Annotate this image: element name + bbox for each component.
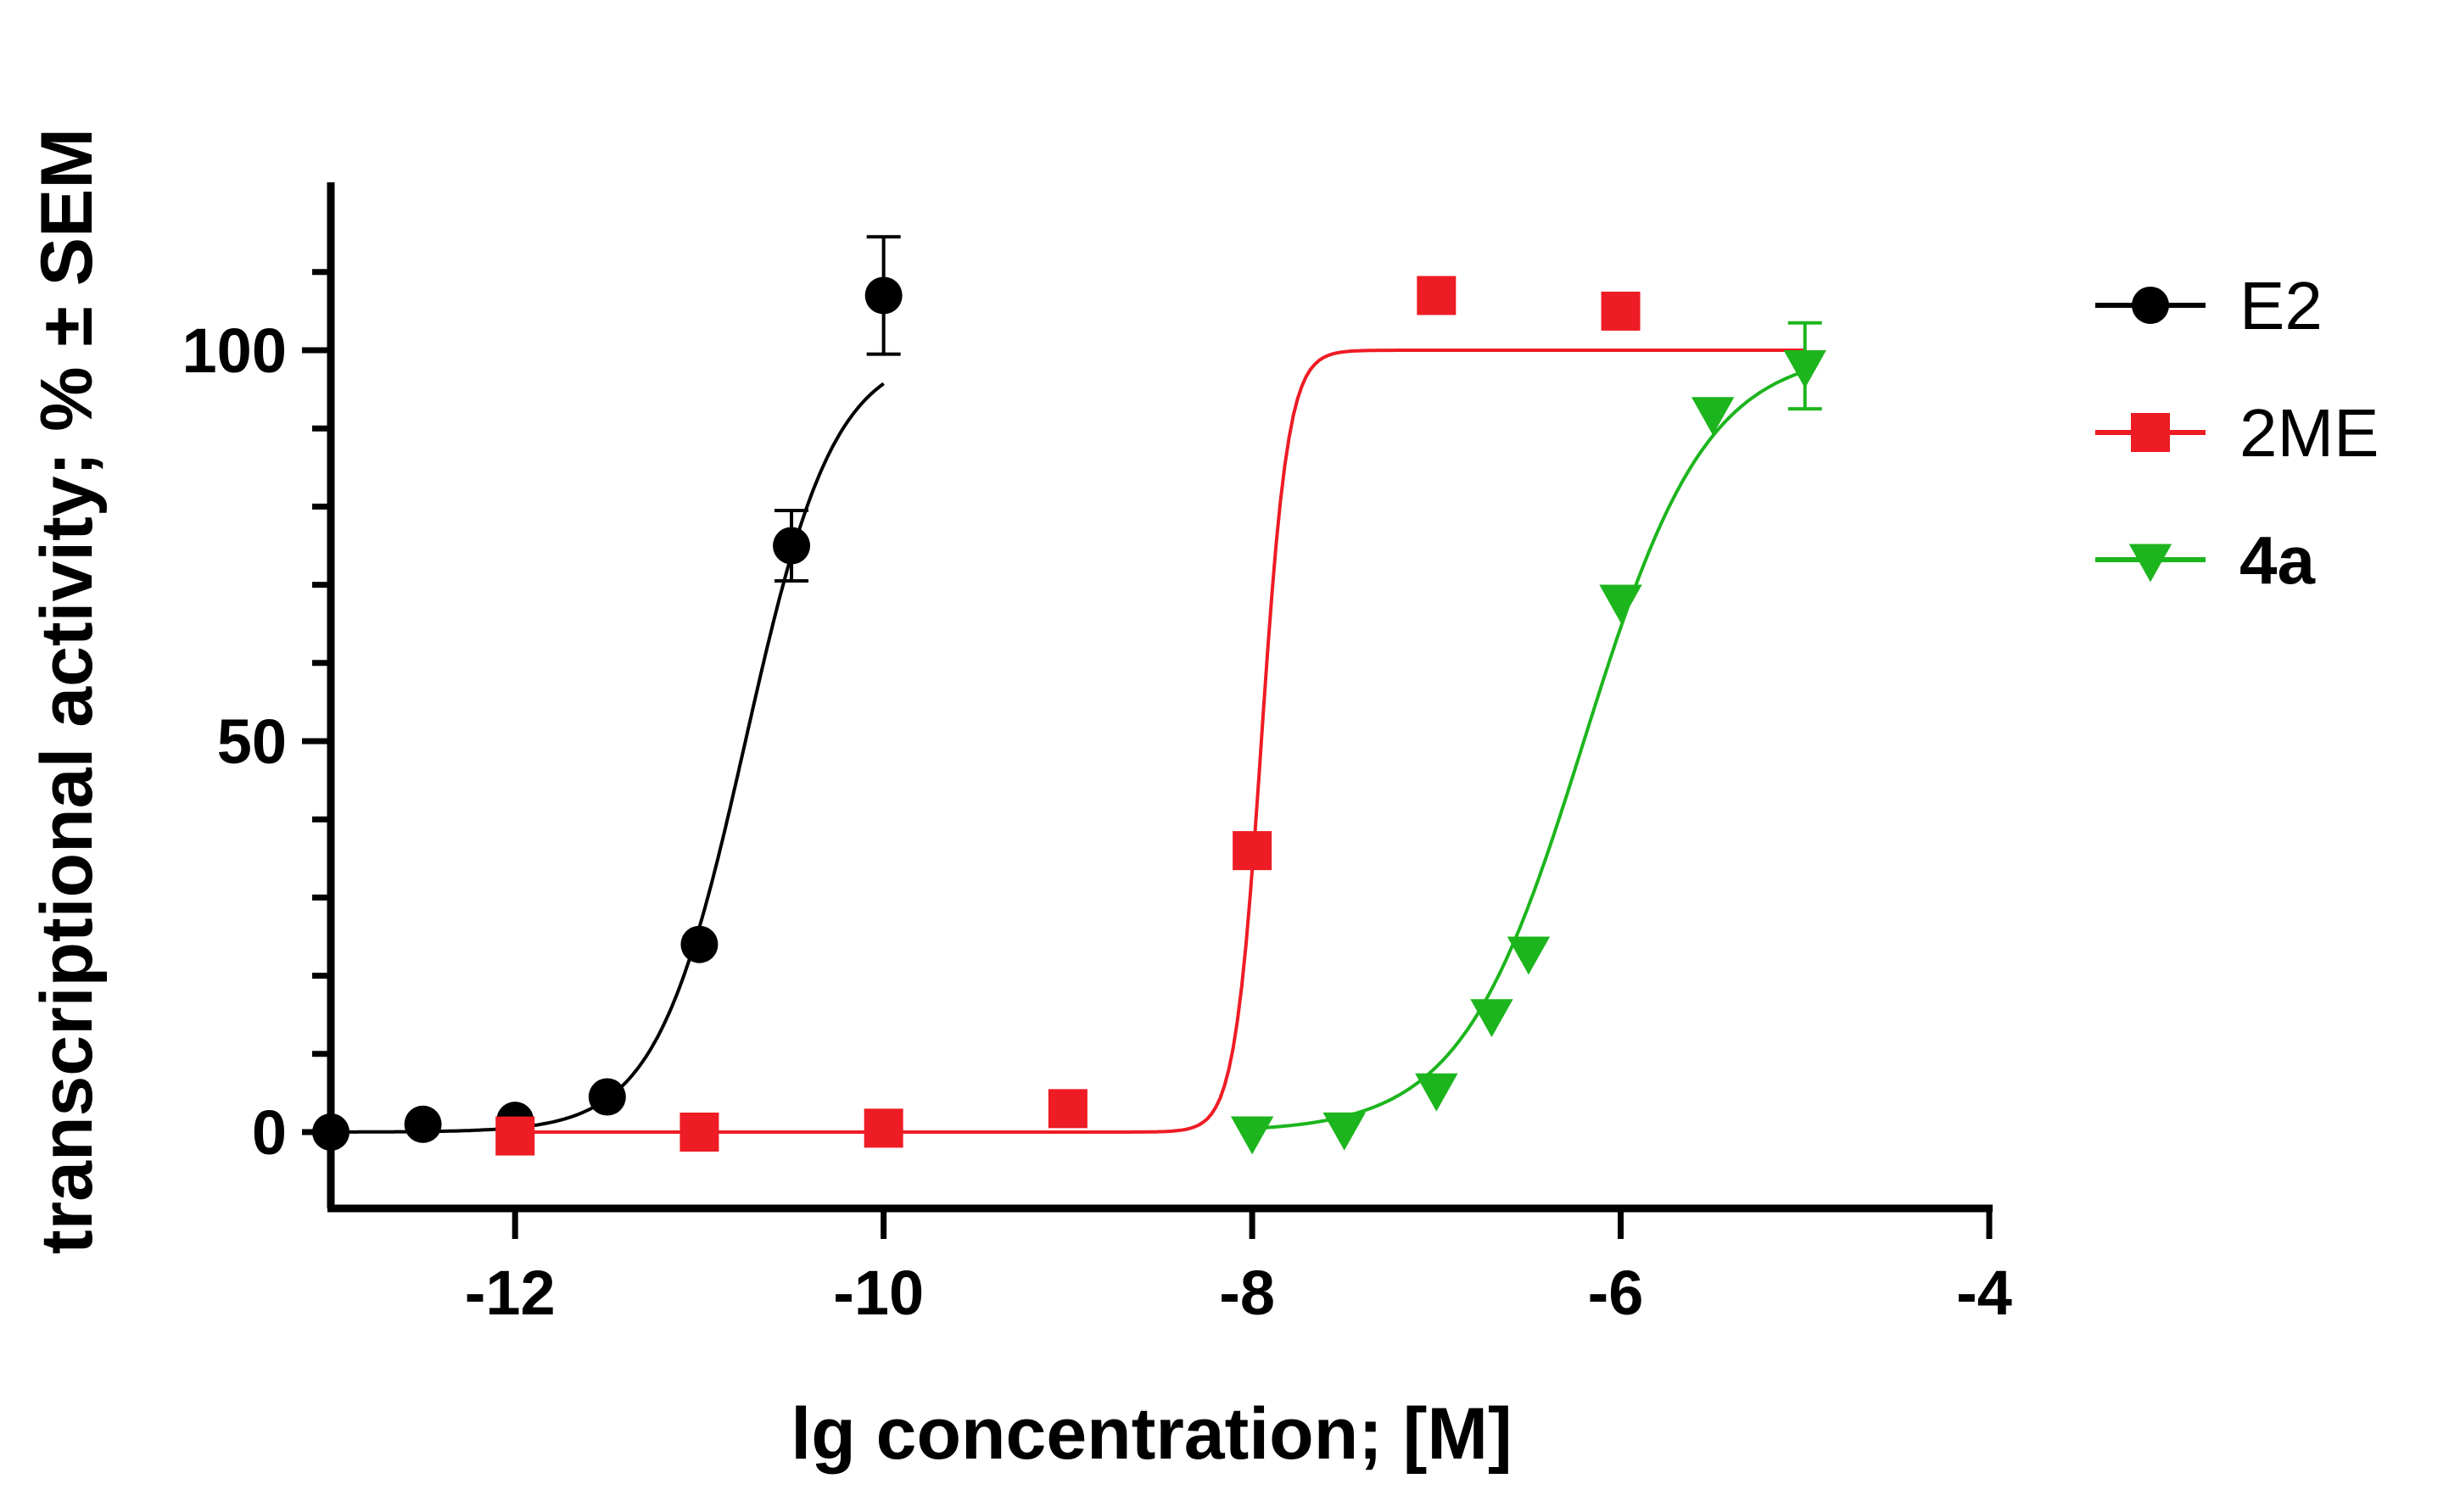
data-point-4a	[1470, 999, 1513, 1038]
data-point-2ME	[495, 1116, 535, 1156]
x-tick-label: -8	[1219, 1258, 1275, 1328]
legend-label-2ME: 2ME	[2239, 395, 2379, 471]
data-point-2ME	[1233, 831, 1272, 871]
data-point-E2	[404, 1105, 442, 1143]
data-point-2ME	[1601, 291, 1641, 331]
legend-marker-4a	[2128, 544, 2172, 583]
legend-marker-2ME	[2131, 413, 2170, 452]
data-point-4a	[1230, 1116, 1274, 1155]
y-axis-title: transcriptional activity; % ± SEM	[26, 128, 108, 1254]
data-point-E2	[680, 925, 718, 963]
x-tick-label: -12	[465, 1258, 556, 1328]
data-point-4a	[1691, 397, 1735, 436]
x-axis-title: lg concentration; [M]	[791, 1393, 1512, 1475]
data-point-2ME	[864, 1108, 903, 1148]
data-point-E2	[312, 1113, 349, 1151]
x-tick-label: -4	[1956, 1258, 2012, 1328]
data-point-E2	[588, 1078, 626, 1116]
data-point-4a	[1322, 1112, 1366, 1151]
y-tick-label: 50	[217, 706, 287, 777]
y-tick-label: 0	[252, 1097, 287, 1168]
data-point-4a	[1415, 1073, 1458, 1112]
legend-marker-E2	[2132, 287, 2169, 324]
data-point-4a	[1783, 349, 1826, 388]
data-point-E2	[864, 276, 903, 315]
data-point-E2	[773, 527, 811, 565]
x-tick-label: -6	[1588, 1258, 1644, 1328]
fit-curve-E2	[331, 382, 885, 1134]
legend-label-4a: 4a	[2239, 522, 2315, 598]
data-point-4a	[1507, 936, 1551, 975]
legend-label-E2: E2	[2239, 268, 2323, 343]
y-tick-label: 100	[182, 315, 287, 386]
data-point-2ME	[679, 1113, 719, 1152]
fit-curve-2ME	[515, 349, 1805, 1134]
fit-curve-4a	[1252, 369, 1806, 1130]
data-point-2ME	[1417, 276, 1457, 315]
data-point-4a	[1599, 584, 1642, 623]
x-tick-label: -10	[833, 1258, 924, 1328]
data-point-2ME	[1048, 1089, 1088, 1129]
